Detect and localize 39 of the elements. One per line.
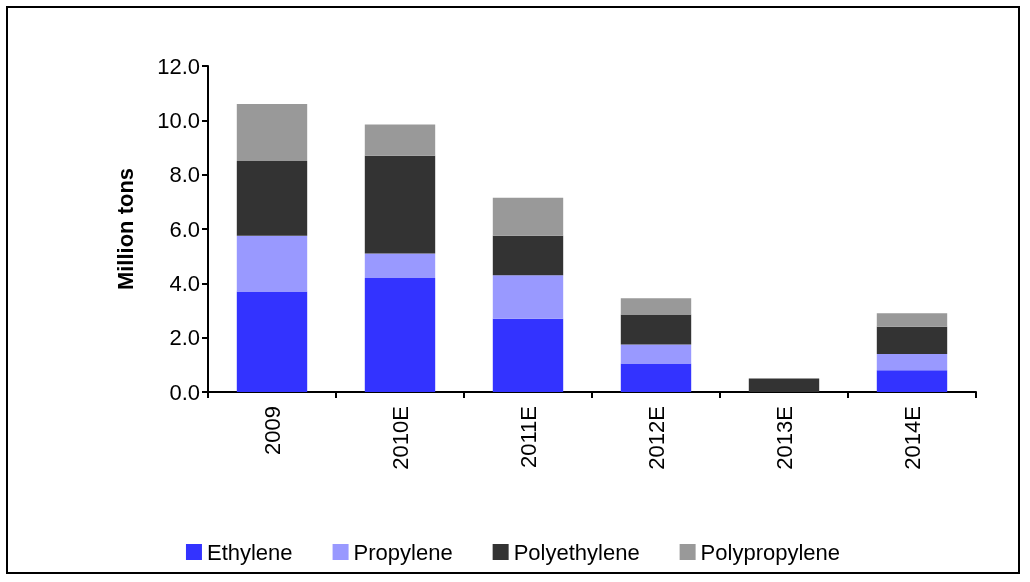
x-tick-label: 2013E (771, 406, 797, 470)
y-tick-label: 8.0 (169, 162, 200, 188)
y-axis-title: Million tons (112, 167, 138, 291)
bar (364, 277, 436, 392)
y-tick-label: 2.0 (169, 325, 200, 351)
bar (492, 235, 564, 276)
bar (492, 197, 564, 236)
legend-label: Polyethylene (513, 539, 640, 565)
bar (492, 318, 564, 392)
x-tick-label: 2012E (643, 406, 669, 470)
bar (236, 291, 308, 392)
legend-label: Ethylene (206, 539, 293, 565)
bar (620, 344, 692, 364)
bar (620, 314, 692, 345)
bar (364, 155, 436, 254)
bar (492, 275, 564, 319)
bar (876, 353, 948, 371)
bar (876, 370, 948, 392)
bar (876, 326, 948, 354)
y-tick-label: 6.0 (169, 216, 200, 242)
bar (364, 124, 436, 156)
legend-label: Polypropylene (700, 539, 841, 565)
legend-label: Propylene (353, 539, 453, 565)
bar (876, 313, 948, 327)
bar (236, 104, 308, 162)
x-tick-label: 2014E (899, 406, 925, 470)
y-tick-label: 0.0 (169, 379, 200, 405)
bar (748, 378, 820, 392)
x-tick-label: 2011E (515, 406, 541, 468)
y-tick-label: 12.0 (157, 53, 200, 79)
bar (620, 298, 692, 315)
y-tick-label: 10.0 (157, 107, 200, 133)
bar (236, 235, 308, 292)
y-tick-label: 4.0 (169, 270, 200, 296)
bar (364, 253, 436, 278)
bar (620, 363, 692, 392)
bar (236, 161, 308, 236)
x-tick-label: 2010E (387, 406, 413, 470)
x-tick-label: 2009 (259, 406, 285, 455)
